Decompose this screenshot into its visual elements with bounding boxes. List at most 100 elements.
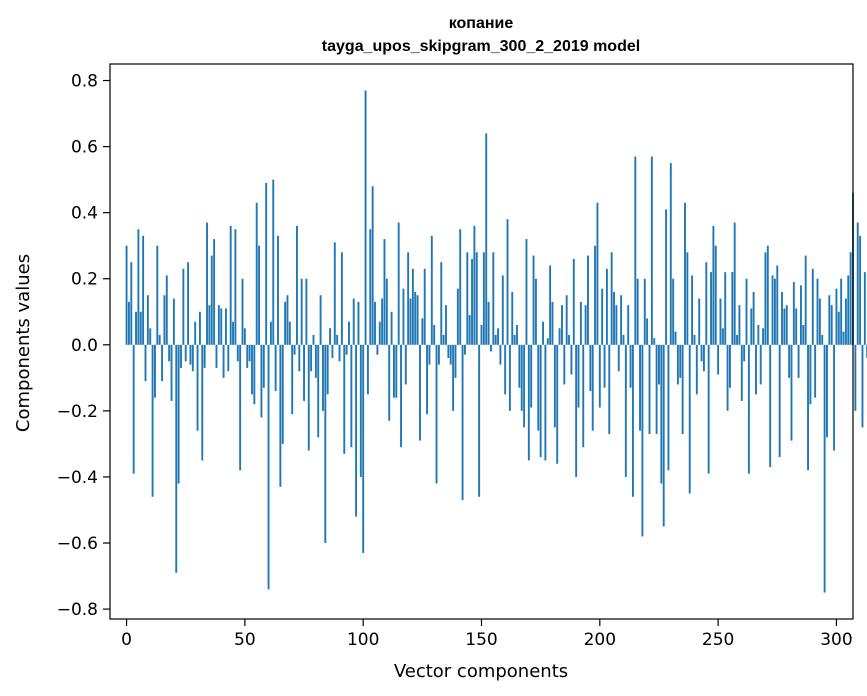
bar [818,298,821,345]
bar [511,291,514,345]
bar [842,331,845,345]
bar [485,133,488,345]
bar [856,222,859,345]
bar [747,344,750,474]
bar [622,334,625,345]
bar [523,344,526,428]
bar [369,229,372,345]
bar [544,344,547,461]
chart-title: копание [449,15,514,32]
bar [688,344,691,494]
bar [246,344,249,368]
bar [281,344,284,444]
bar [847,275,850,345]
bar [255,202,258,345]
bar [471,258,473,345]
bar [243,328,246,345]
bar [475,252,478,345]
bar [584,305,587,345]
bar [790,344,793,441]
bar [629,344,632,388]
bar [366,344,369,395]
bar [421,318,424,345]
bar [445,305,447,345]
y-tick-label: 0.4 [71,204,98,224]
bar [601,288,604,345]
y-tick-label: 0.0 [71,336,98,356]
bar [175,344,178,573]
bar [837,311,840,345]
bar [643,278,646,345]
bar [634,156,637,345]
bar [463,344,466,355]
x-axis-ticks: 0 50 100 150 200 250 300 [121,619,853,650]
bar [712,225,715,345]
bar [333,242,336,345]
bar [215,344,218,368]
bar [740,344,743,401]
bar [542,321,544,345]
bar [307,344,310,451]
bar [359,344,362,477]
bar [726,344,729,411]
bar [702,344,705,372]
bar [816,278,819,345]
bar [357,301,360,345]
bar [300,278,303,345]
bar [501,275,504,345]
bar [804,255,807,345]
bar [151,344,154,497]
bar [473,225,476,345]
bar [144,344,147,382]
bar [317,344,320,438]
bar [291,344,294,415]
bar [802,324,805,345]
bar [269,321,272,345]
x-tick-label: 250 [702,630,734,650]
bar [674,331,677,345]
bar [596,202,599,345]
bar [717,344,720,375]
bar [343,344,346,454]
bar [494,334,497,345]
bar [213,239,216,345]
bar [778,344,781,458]
bar [537,344,540,431]
bar [795,308,798,345]
bar [480,324,483,345]
bar [198,311,201,345]
bar [156,245,159,345]
bar [551,301,554,345]
bar [180,344,182,368]
bar [707,344,710,474]
bar [168,344,171,362]
bar [362,344,365,553]
y-axis-label: Components values [13,254,34,432]
plot-frame [109,63,854,620]
bar [364,90,367,345]
bar [423,268,426,345]
bar [828,295,831,345]
bar [416,295,419,345]
bar [729,344,731,388]
bar [809,344,812,405]
bar [672,278,675,345]
bar [371,186,374,345]
y-tick-label: 0.6 [71,138,98,158]
bar [487,301,490,345]
bar [821,334,824,345]
bar [525,239,528,345]
bar [553,344,556,428]
bar [577,344,580,408]
bar [613,291,615,345]
bar [492,252,495,345]
bar [142,235,145,345]
bar [279,344,282,487]
bar [222,344,225,378]
x-tick-label: 50 [234,630,256,650]
bar [811,268,814,345]
bar [348,321,350,345]
bar [402,288,405,345]
bar [345,344,348,355]
